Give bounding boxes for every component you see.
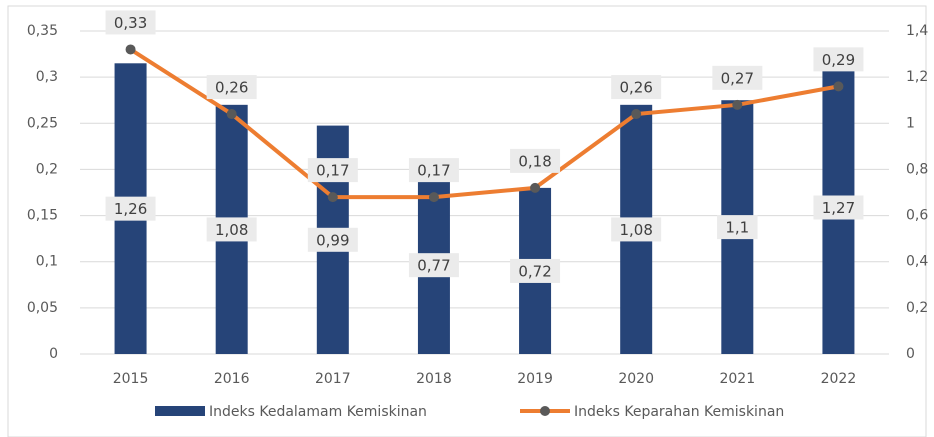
legend-marker xyxy=(540,406,550,416)
data-label: 0,77 xyxy=(417,257,450,275)
data-label: 0,18 xyxy=(518,152,551,170)
y-tick-label: 0,05 xyxy=(27,300,58,316)
chart-frame xyxy=(7,5,927,437)
data-label-bg xyxy=(206,75,257,100)
x-tick-label: 2020 xyxy=(618,371,654,387)
data-label-bg xyxy=(510,148,561,173)
data-label-bg xyxy=(408,253,459,278)
data-label-bg xyxy=(611,217,662,242)
data-label: 1,26 xyxy=(114,200,147,218)
data-label: 1,27 xyxy=(822,199,855,217)
y-tick-label: 0,3 xyxy=(36,69,58,85)
x-tick-label: 2015 xyxy=(113,371,149,387)
x-tick-label: 2022 xyxy=(821,371,857,387)
x-tick-label: 2021 xyxy=(719,371,755,387)
data-label-bg xyxy=(105,10,156,35)
legend-swatch xyxy=(155,406,205,416)
data-label-bg xyxy=(408,158,459,183)
y2-tick-label: 0 xyxy=(906,346,915,362)
y2-tick-label: 1,4 xyxy=(906,23,928,39)
data-label: 0,26 xyxy=(619,79,652,97)
data-label-bg xyxy=(105,196,156,221)
y2-tick-label: 1,2 xyxy=(906,69,928,85)
marker xyxy=(125,44,136,55)
data-label-bg xyxy=(717,215,758,240)
y2-tick-label: 0,2 xyxy=(906,300,928,316)
data-label-bg xyxy=(813,47,864,72)
marker xyxy=(428,192,439,203)
data-label-bg xyxy=(307,227,358,252)
legend-label: Indeks Kedalamam Kemiskinan xyxy=(209,404,427,420)
data-label-bg xyxy=(510,258,561,283)
data-label: 0,26 xyxy=(215,79,248,97)
marker xyxy=(530,182,541,193)
data-label: 1,1 xyxy=(725,219,749,237)
x-tick-label: 2018 xyxy=(416,371,452,387)
marker xyxy=(833,81,844,92)
data-label: 0,17 xyxy=(316,162,349,180)
data-label: 0,17 xyxy=(417,162,450,180)
data-label-bg xyxy=(307,158,358,183)
y-tick-label: 0,15 xyxy=(27,208,58,224)
data-label-bg xyxy=(206,217,257,242)
x-tick-label: 2017 xyxy=(315,371,351,387)
x-tick-label: 2016 xyxy=(214,371,250,387)
y-tick-label: 0,25 xyxy=(27,115,58,131)
y-tick-label: 0,2 xyxy=(36,161,58,177)
y2-tick-label: 0,6 xyxy=(906,208,928,224)
y2-tick-label: 0,8 xyxy=(906,161,928,177)
data-label: 1,08 xyxy=(215,221,248,239)
legend-label: Indeks Keparahan Kemiskinan xyxy=(574,404,784,420)
y-tick-label: 0,35 xyxy=(27,23,58,39)
data-label: 0,29 xyxy=(822,51,855,69)
marker xyxy=(226,109,237,120)
data-label: 0,72 xyxy=(518,262,551,280)
data-label-bg xyxy=(712,65,763,90)
data-label: 0,99 xyxy=(316,231,349,249)
y2-tick-label: 1 xyxy=(906,115,915,131)
marker xyxy=(631,109,642,120)
data-label: 1,08 xyxy=(619,221,652,239)
marker xyxy=(732,99,743,110)
y2-tick-label: 0,4 xyxy=(906,254,928,270)
y-tick-label: 0,1 xyxy=(36,254,58,270)
data-label-bg xyxy=(813,195,864,220)
y-tick-label: 0 xyxy=(49,346,58,362)
line xyxy=(129,47,839,200)
data-label: 0,33 xyxy=(114,14,147,32)
data-label-bg xyxy=(611,75,662,100)
data-label: 0,27 xyxy=(721,69,754,87)
x-tick-label: 2019 xyxy=(517,371,553,387)
marker xyxy=(327,192,338,203)
